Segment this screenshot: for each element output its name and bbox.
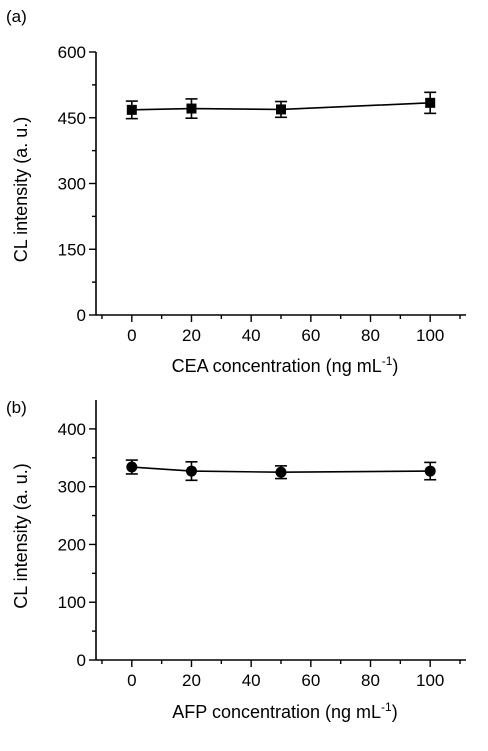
data-point	[276, 104, 286, 115]
x-tick-label: 20	[182, 671, 201, 690]
y-tick-label: 150	[58, 240, 86, 259]
x-tick-label: 0	[127, 326, 136, 345]
panel-a: (a) 0 150 300 450 600 0 20 40 60 80 100 CEA concentr…	[6, 7, 466, 376]
x-tick-label: 40	[242, 671, 261, 690]
y-tick-label: 0	[77, 306, 86, 325]
x-tick-label: 100	[416, 326, 444, 345]
x-tick-label: 100	[416, 671, 444, 690]
x-axis-title: CEA concentration (ng mL-1)	[172, 354, 399, 376]
y-tick-label: 200	[58, 535, 86, 554]
x-axis-title: AFP concentration (ng mL-1)	[172, 700, 397, 722]
panel-b: (b) 0 100 200 300 400 0 20 40 60 80 100 AFP concentr…	[6, 398, 466, 722]
data-point	[126, 461, 138, 473]
x-tick-label: 0	[127, 671, 136, 690]
series-line	[131, 466, 431, 474]
x-tick-label: 60	[301, 326, 320, 345]
x-tick-label: 20	[182, 326, 201, 345]
data-point	[126, 104, 137, 115]
y-axis-title: CL intensity (a. u.)	[11, 463, 31, 608]
y-tick-label: 600	[58, 43, 86, 62]
data-point	[186, 103, 197, 114]
data-point	[185, 465, 197, 477]
y-tick-label: 100	[58, 593, 86, 612]
y-tick-label: 300	[58, 478, 86, 497]
x-tick-label: 80	[361, 326, 380, 345]
data-point	[275, 466, 287, 478]
panel-label: (b)	[6, 398, 27, 417]
y-tick-label: 450	[58, 109, 86, 128]
data-point	[424, 465, 436, 477]
y-tick-label: 300	[58, 175, 86, 194]
series-line	[131, 102, 431, 111]
x-tick-label: 60	[301, 671, 320, 690]
data-point	[425, 97, 436, 108]
x-tick-label: 80	[361, 671, 380, 690]
y-axis-title: CL intensity (a. u.)	[11, 117, 31, 262]
y-tick-label: 0	[77, 651, 86, 670]
panel-label: (a)	[6, 7, 27, 26]
y-tick-label: 400	[58, 420, 86, 439]
x-tick-label: 40	[242, 326, 261, 345]
